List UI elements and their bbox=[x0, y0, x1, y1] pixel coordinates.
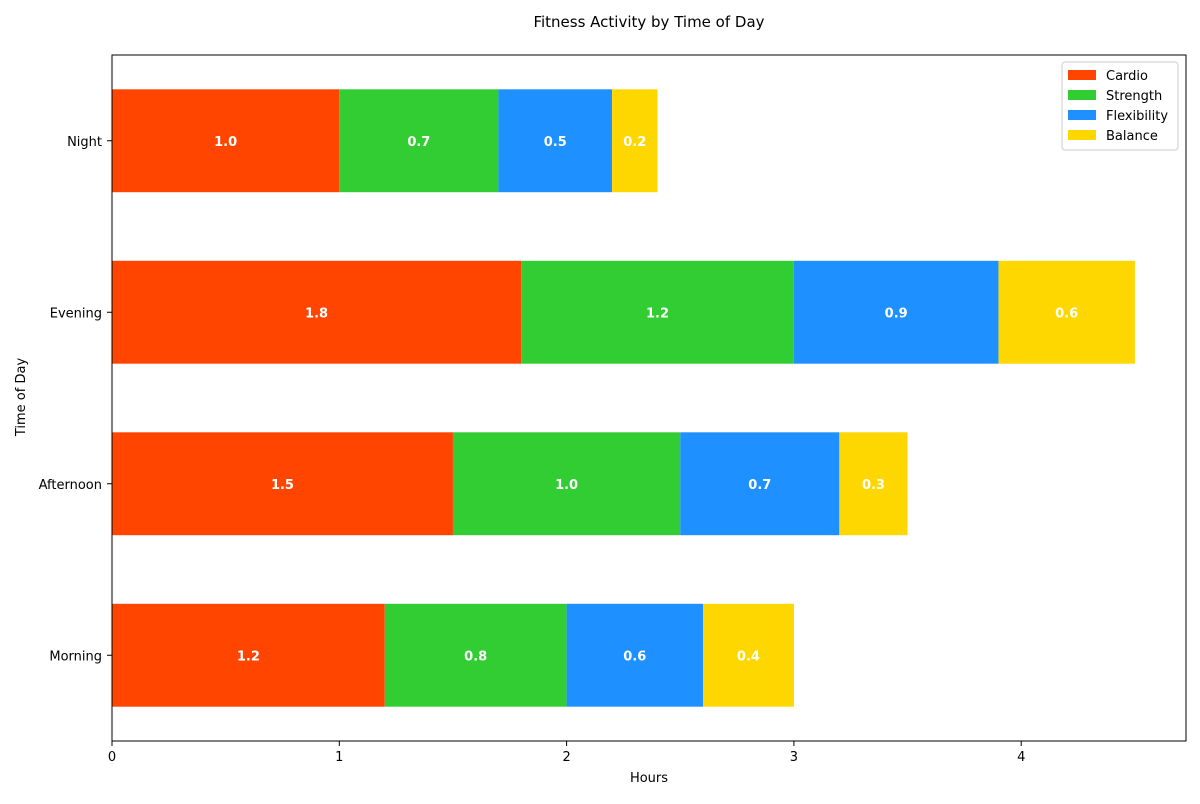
legend-swatch-flexibility bbox=[1068, 110, 1096, 120]
y-axis-label: Time of Day bbox=[14, 358, 29, 438]
x-tick-label: 3 bbox=[790, 750, 798, 765]
bar-cardio-afternoon bbox=[112, 432, 453, 536]
bar-label-balance-night: 0.2 bbox=[623, 135, 646, 150]
y-tick-label-evening: Evening bbox=[50, 306, 102, 321]
legend-label-flexibility: Flexibility bbox=[1106, 109, 1168, 124]
plot-frame bbox=[111, 54, 1187, 742]
legend: Cardio Strength Flexibility Balance bbox=[1061, 61, 1179, 151]
bar-label-flexibility-afternoon: 0.7 bbox=[748, 478, 771, 493]
bar-strength-afternoon bbox=[452, 432, 681, 536]
bar-flexibility-evening bbox=[793, 260, 999, 364]
x-axis-ticks: 0 1 2 3 4 bbox=[108, 741, 1025, 765]
bar-label-flexibility-morning: 0.6 bbox=[623, 649, 646, 664]
bar-label-balance-afternoon: 0.3 bbox=[862, 478, 885, 493]
bar-balance-morning bbox=[702, 603, 794, 707]
legend-box bbox=[1061, 61, 1179, 151]
bar-cardio-night bbox=[112, 89, 340, 193]
bar-flexibility-afternoon bbox=[680, 432, 840, 536]
bar-label-strength-night: 0.7 bbox=[407, 135, 430, 150]
bar-label-flexibility-evening: 0.9 bbox=[885, 306, 908, 321]
bar-label-strength-evening: 1.2 bbox=[646, 306, 669, 321]
bar-label-balance-morning: 0.4 bbox=[737, 649, 760, 664]
bar-label-cardio-morning: 1.2 bbox=[237, 649, 260, 664]
legend-label-cardio: Cardio bbox=[1106, 69, 1148, 84]
bars-layer bbox=[112, 89, 1135, 707]
bar-label-cardio-afternoon: 1.5 bbox=[271, 478, 294, 493]
y-axis-ticks: Morning Afternoon Evening Night bbox=[39, 135, 112, 664]
legend-swatch-cardio bbox=[1068, 70, 1096, 80]
bar-strength-morning bbox=[384, 603, 567, 707]
bar-balance-evening bbox=[998, 260, 1135, 364]
x-axis-label: Hours bbox=[630, 771, 668, 786]
bar-label-cardio-evening: 1.8 bbox=[305, 306, 328, 321]
legend-label-balance: Balance bbox=[1106, 129, 1158, 144]
x-tick-label: 4 bbox=[1017, 750, 1025, 765]
bar-cardio-morning bbox=[112, 603, 385, 707]
x-tick-label: 2 bbox=[562, 750, 570, 765]
x-tick-label: 0 bbox=[108, 750, 116, 765]
bar-label-flexibility-night: 0.5 bbox=[544, 135, 567, 150]
bar-strength-night bbox=[339, 89, 499, 193]
bar-labels-layer: 1.2 0.8 0.6 0.4 1.5 1.0 0.7 0.3 1.8 1.2 0.9 0.6 1.0 0… bbox=[214, 135, 1078, 665]
bar-balance-afternoon bbox=[839, 432, 908, 536]
bar-balance-night bbox=[612, 89, 658, 193]
bar-label-cardio-night: 1.0 bbox=[214, 135, 237, 150]
y-tick-label-afternoon: Afternoon bbox=[39, 478, 102, 493]
bar-cardio-evening bbox=[112, 260, 522, 364]
bar-label-balance-evening: 0.6 bbox=[1055, 306, 1078, 321]
x-tick-label: 1 bbox=[335, 750, 343, 765]
bar-flexibility-morning bbox=[566, 603, 703, 707]
bar-label-strength-morning: 0.8 bbox=[464, 649, 487, 664]
legend-swatch-strength bbox=[1068, 90, 1096, 100]
y-tick-label-morning: Morning bbox=[49, 649, 102, 664]
chart-title: Fitness Activity by Time of Day bbox=[533, 13, 764, 31]
bar-flexibility-night bbox=[498, 89, 613, 193]
bar-strength-evening bbox=[521, 260, 794, 364]
legend-swatch-balance bbox=[1068, 130, 1096, 140]
bar-label-strength-afternoon: 1.0 bbox=[555, 478, 578, 493]
y-tick-label-night: Night bbox=[67, 135, 102, 150]
legend-label-strength: Strength bbox=[1106, 89, 1162, 104]
